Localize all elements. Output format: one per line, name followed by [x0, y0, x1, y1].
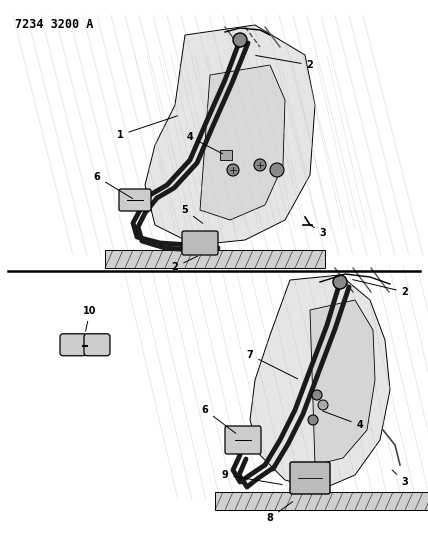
Circle shape — [227, 164, 239, 176]
FancyBboxPatch shape — [290, 462, 330, 494]
Text: 7234 3200 A: 7234 3200 A — [15, 18, 93, 31]
FancyBboxPatch shape — [60, 334, 86, 356]
Text: 2: 2 — [256, 55, 313, 70]
Circle shape — [270, 163, 284, 177]
Polygon shape — [145, 25, 315, 245]
Bar — [220, 150, 232, 160]
Text: 1: 1 — [116, 116, 177, 140]
Text: 3: 3 — [309, 224, 327, 238]
FancyBboxPatch shape — [182, 231, 218, 255]
Bar — [105, 250, 325, 268]
Polygon shape — [250, 275, 390, 490]
FancyBboxPatch shape — [225, 426, 261, 454]
Circle shape — [312, 390, 322, 400]
Text: 2: 2 — [172, 256, 197, 272]
Bar — [215, 492, 428, 510]
Text: 4: 4 — [323, 411, 363, 430]
Polygon shape — [200, 65, 285, 220]
FancyBboxPatch shape — [84, 334, 110, 356]
Circle shape — [333, 275, 347, 289]
Polygon shape — [310, 300, 375, 465]
Text: 6: 6 — [202, 405, 236, 433]
Circle shape — [308, 415, 318, 425]
Text: 7: 7 — [247, 350, 297, 379]
Text: 6: 6 — [94, 172, 133, 199]
Text: 3: 3 — [392, 470, 408, 487]
Text: 8: 8 — [267, 502, 293, 523]
Text: 5: 5 — [181, 205, 203, 223]
Text: 9: 9 — [222, 470, 282, 484]
Text: 2: 2 — [353, 280, 408, 297]
Circle shape — [254, 159, 266, 171]
Text: 4: 4 — [187, 132, 223, 154]
Circle shape — [233, 33, 247, 47]
Text: 10: 10 — [83, 306, 97, 331]
FancyBboxPatch shape — [119, 189, 151, 211]
Circle shape — [318, 400, 328, 410]
